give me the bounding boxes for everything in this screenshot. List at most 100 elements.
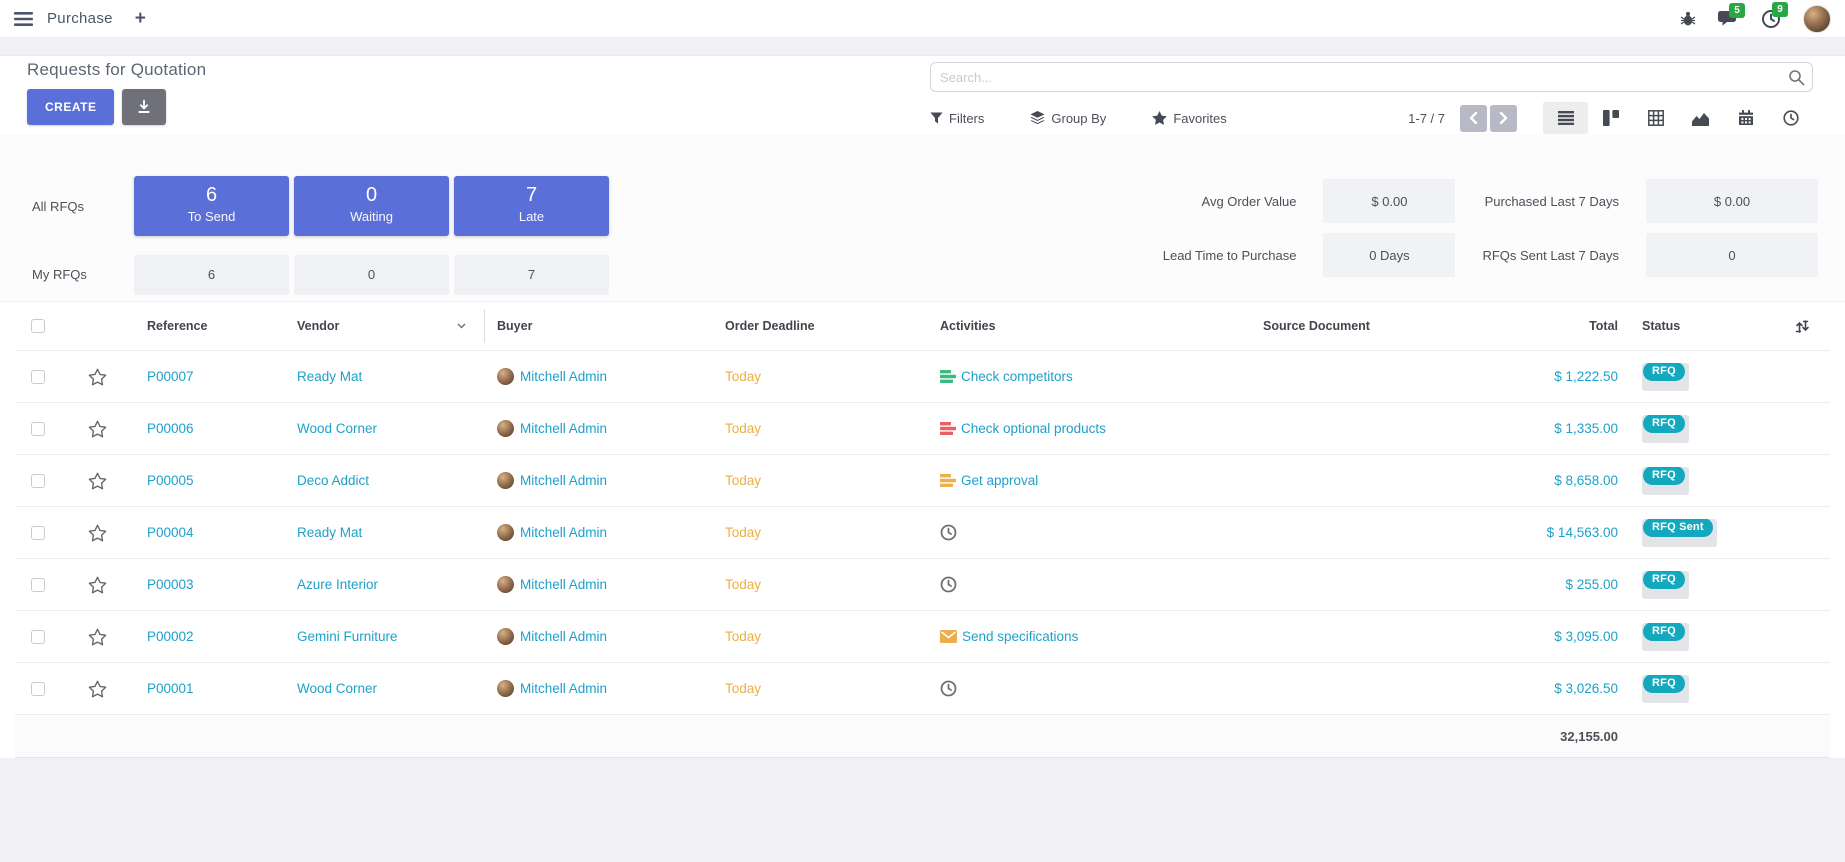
order-deadline-cell: Today	[725, 577, 762, 592]
column-header-total[interactable]: Total	[1589, 319, 1618, 333]
activity-cell[interactable]: Send specifications	[940, 629, 1236, 644]
table-row[interactable]: P00003 Azure Interior Mitchell Admin Tod…	[15, 558, 1830, 610]
buyer-name: Mitchell Admin	[520, 629, 608, 644]
reference-link[interactable]: P00005	[147, 473, 194, 488]
search-icon[interactable]	[1788, 69, 1805, 86]
favorite-star-toggle[interactable]	[88, 472, 107, 490]
total-cell: $ 3,095.00	[1554, 629, 1618, 644]
filter-funnel-icon	[930, 111, 943, 125]
vendor-link[interactable]: Gemini Furniture	[297, 629, 398, 644]
table-row[interactable]: P00004 Ready Mat Mitchell Admin Today	[15, 506, 1830, 558]
activity-cell[interactable]: Get approval	[940, 473, 1236, 488]
buyer-cell[interactable]: Mitchell Admin	[497, 524, 701, 541]
favorite-star-toggle[interactable]	[88, 680, 107, 698]
buyer-cell[interactable]: Mitchell Admin	[497, 420, 701, 437]
row-checkbox[interactable]	[30, 421, 45, 436]
user-avatar[interactable]	[1803, 4, 1831, 33]
column-header-vendor[interactable]: Vendor	[285, 309, 485, 343]
vendor-link[interactable]: Wood Corner	[297, 421, 378, 436]
buyer-name: Mitchell Admin	[520, 369, 608, 384]
create-button[interactable]: CREATE	[27, 89, 115, 125]
buyer-cell[interactable]: Mitchell Admin	[497, 368, 701, 385]
buyer-cell[interactable]: Mitchell Admin	[497, 576, 701, 593]
favorite-star-toggle[interactable]	[88, 628, 107, 646]
table-row[interactable]: P00007 Ready Mat Mitchell Admin Today Ch…	[15, 350, 1830, 402]
reference-link[interactable]: P00002	[147, 629, 194, 644]
row-checkbox[interactable]	[30, 525, 45, 540]
hamburger-menu-icon[interactable]	[14, 11, 33, 26]
row-checkbox[interactable]	[30, 369, 45, 384]
column-header-status[interactable]: Status	[1642, 319, 1681, 333]
buyer-avatar	[497, 368, 514, 385]
table-row[interactable]: P00006 Wood Corner Mitchell Admin Today …	[15, 402, 1830, 454]
favorite-star-toggle[interactable]	[88, 524, 107, 542]
total-cell: $ 14,563.00	[1546, 525, 1618, 540]
column-header-buyer[interactable]: Buyer	[497, 319, 533, 333]
filters-button[interactable]: Filters	[930, 111, 984, 126]
column-header-order-deadline[interactable]: Order Deadline	[725, 319, 815, 333]
debug-bug-icon[interactable]	[1680, 11, 1696, 27]
column-header-source-document[interactable]: Source Document	[1263, 319, 1370, 333]
list-view-button[interactable]	[1543, 102, 1588, 134]
reference-link[interactable]: P00003	[147, 577, 194, 592]
favorite-star-toggle[interactable]	[88, 420, 107, 438]
my-waiting-value[interactable]: 0	[294, 254, 449, 295]
table-row[interactable]: P00002 Gemini Furniture Mitchell Admin T…	[15, 610, 1830, 662]
reference-link[interactable]: P00007	[147, 369, 194, 384]
kpi-card-waiting[interactable]: 0 Waiting	[294, 176, 449, 237]
row-checkbox[interactable]	[30, 629, 45, 644]
search-input[interactable]	[930, 62, 1813, 92]
activity-cell[interactable]: Check competitors	[940, 369, 1236, 384]
calendar-view-button[interactable]	[1723, 102, 1768, 134]
optional-columns-icon[interactable]	[1795, 319, 1810, 334]
row-checkbox[interactable]	[30, 681, 45, 696]
select-all-checkbox[interactable]	[30, 319, 45, 333]
buyer-cell[interactable]: Mitchell Admin	[497, 472, 701, 489]
my-late-value[interactable]: 7	[454, 254, 609, 295]
activities-clock-icon[interactable]: 9	[1761, 1, 1788, 29]
order-deadline-cell: Today	[725, 525, 762, 540]
favorites-button[interactable]: Favorites	[1152, 111, 1227, 126]
activity-cell[interactable]: Check optional products	[940, 421, 1236, 436]
export-download-button[interactable]	[122, 89, 167, 125]
kpi-card-late[interactable]: 7 Late	[454, 176, 609, 237]
column-header-reference[interactable]: Reference	[147, 319, 208, 333]
row-checkbox[interactable]	[30, 577, 45, 592]
app-menu-title[interactable]: Purchase	[47, 10, 113, 27]
graph-view-button[interactable]	[1678, 102, 1723, 134]
reference-link[interactable]: P00006	[147, 421, 194, 436]
vendor-link[interactable]: Deco Addict	[297, 473, 370, 488]
group-by-button[interactable]: Group By	[1030, 110, 1106, 126]
order-deadline-cell: Today	[725, 629, 762, 644]
buyer-cell[interactable]: Mitchell Admin	[497, 628, 701, 645]
kanban-view-button[interactable]	[1588, 102, 1633, 134]
my-rfqs-label: My RFQs	[32, 267, 87, 283]
table-row[interactable]: P00005 Deco Addict Mitchell Admin Today …	[15, 454, 1830, 506]
vendor-link[interactable]: Ready Mat	[297, 369, 363, 384]
vendor-link[interactable]: Wood Corner	[297, 681, 378, 696]
row-checkbox[interactable]	[30, 473, 45, 488]
activity-cell[interactable]	[940, 680, 1236, 697]
vendor-link[interactable]: Azure Interior	[297, 577, 379, 592]
buyer-cell[interactable]: Mitchell Admin	[497, 680, 701, 697]
vendor-link[interactable]: Ready Mat	[297, 525, 363, 540]
pager-previous-button[interactable]	[1460, 104, 1487, 132]
reference-link[interactable]: P00001	[147, 681, 194, 696]
buyer-avatar	[497, 420, 514, 437]
column-header-activities[interactable]: Activities	[940, 319, 996, 333]
pager-next-button[interactable]	[1490, 104, 1517, 132]
activity-cell[interactable]	[940, 576, 1236, 593]
search-bar[interactable]	[930, 62, 1813, 92]
new-tab-plus-icon[interactable]: +	[134, 8, 146, 29]
reference-link[interactable]: P00004	[147, 525, 194, 540]
favorite-star-toggle[interactable]	[88, 576, 107, 594]
kpi-card-to-send[interactable]: 6 To Send	[134, 176, 289, 237]
my-to-send-value[interactable]: 6	[134, 254, 289, 295]
pivot-view-button[interactable]	[1633, 102, 1678, 134]
activity-cell[interactable]	[940, 524, 1236, 541]
table-footer-row: 32,155.00	[15, 714, 1830, 758]
messages-icon[interactable]: 5	[1718, 2, 1745, 28]
activity-view-button[interactable]	[1768, 102, 1813, 134]
favorite-star-toggle[interactable]	[88, 368, 107, 386]
table-row[interactable]: P00001 Wood Corner Mitchell Admin Today	[15, 662, 1830, 714]
